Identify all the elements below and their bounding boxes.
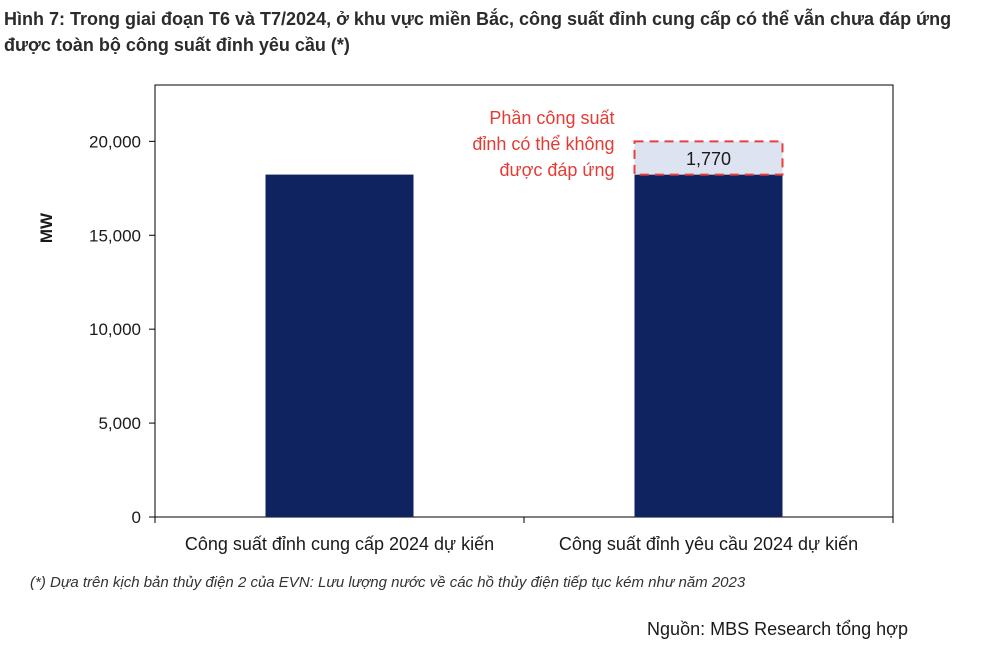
y-axis-label: MW xyxy=(37,212,56,243)
y-tick-label: 0 xyxy=(132,508,141,527)
bar xyxy=(634,174,783,517)
x-axis: Công suất đỉnh cung cấp 2024 dự kiến Công… xyxy=(154,517,894,554)
y-tick-label: 10,000 xyxy=(89,320,141,339)
bar xyxy=(265,174,414,517)
x-category-label: Công suất đỉnh yêu cầu 2024 dự kiến xyxy=(559,534,858,554)
x-category-label: Công suất đỉnh cung cấp 2024 dự kiến xyxy=(185,534,494,554)
footnote: (*) Dựa trên kịch bản thủy điện 2 của EV… xyxy=(30,574,746,591)
gap-data-label: 1,770 xyxy=(686,149,731,169)
y-axis: 0 5,000 10,000 15,000 20,000 xyxy=(89,132,155,527)
source-note: Nguồn: MBS Research tổng hợp xyxy=(647,619,908,639)
gap-segment xyxy=(633,140,784,176)
y-tick-label: 15,000 xyxy=(89,226,141,245)
annotation-line: Phần công suất xyxy=(489,108,614,128)
bars: 1,770 Phần công suất đỉnh có thể không được… xyxy=(265,108,784,517)
annotation-line: đỉnh có thể không xyxy=(472,134,614,154)
y-tick-label: 20,000 xyxy=(89,132,141,151)
annotation-line: được đáp ứng xyxy=(500,160,615,180)
y-tick-label: 5,000 xyxy=(98,414,141,433)
figure-title: Hình 7: Trong giai đoạn T6 và T7/2024, ở… xyxy=(4,9,952,55)
